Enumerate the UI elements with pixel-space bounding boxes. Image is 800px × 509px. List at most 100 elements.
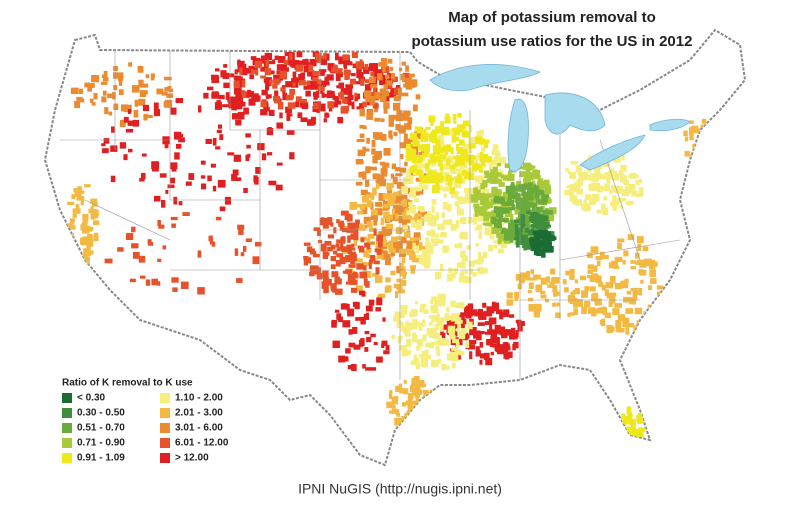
county-patch — [433, 300, 442, 307]
county-patch — [87, 234, 93, 242]
county-patch — [399, 248, 407, 254]
county-patch — [399, 314, 405, 319]
county-patch — [151, 278, 159, 286]
county-patch — [382, 230, 391, 236]
county-patch — [426, 259, 431, 263]
county-patch — [255, 167, 261, 174]
county-patch — [612, 202, 616, 209]
county-patch — [340, 236, 346, 242]
county-patch — [387, 58, 393, 64]
county-patch — [364, 270, 372, 279]
county-patch — [163, 101, 168, 107]
county-patch — [404, 161, 408, 167]
county-patch — [482, 222, 488, 226]
county-patch — [614, 188, 623, 194]
county-patch — [522, 200, 529, 208]
county-patch — [456, 154, 463, 163]
county-patch — [432, 363, 437, 368]
county-patch — [700, 163, 705, 168]
county-patch — [139, 90, 148, 95]
county-patch — [592, 175, 599, 182]
county-patch — [453, 191, 460, 195]
county-patch — [360, 189, 368, 196]
county-patch — [691, 125, 699, 131]
county-patch — [492, 344, 497, 348]
county-patch — [535, 198, 540, 203]
county-patch — [518, 198, 524, 205]
county-patch — [528, 165, 536, 169]
county-patch — [480, 353, 487, 359]
county-patch — [348, 342, 356, 348]
county-patch — [402, 388, 409, 395]
county-patch — [405, 147, 413, 154]
county-patch — [602, 203, 606, 208]
county-patch — [407, 207, 411, 211]
county-patch — [490, 351, 494, 356]
county-patch — [461, 169, 467, 176]
county-patch — [484, 170, 490, 179]
county-patch — [365, 148, 370, 152]
county-patch — [316, 79, 322, 85]
county-patch — [454, 201, 460, 207]
county-patch — [514, 224, 518, 230]
county-patch — [403, 138, 411, 145]
county-patch — [573, 298, 579, 307]
county-patch — [252, 256, 260, 265]
county-patch — [332, 287, 337, 293]
county-patch — [409, 311, 414, 318]
county-patch — [635, 193, 644, 198]
county-patch — [377, 73, 383, 81]
county-patch — [303, 258, 309, 266]
county-patch — [486, 306, 495, 314]
county-patch — [432, 239, 439, 247]
county-patch — [380, 118, 385, 123]
county-patch — [705, 123, 714, 129]
county-patch — [586, 194, 592, 200]
county-patch — [429, 315, 435, 319]
county-patch — [510, 228, 517, 235]
county-patch — [450, 318, 455, 322]
county-patch — [423, 390, 428, 397]
county-patch — [502, 230, 509, 234]
county-patch — [443, 145, 452, 153]
county-patch — [252, 66, 258, 73]
county-patch — [405, 325, 413, 330]
county-patch — [362, 125, 367, 130]
county-patch — [365, 166, 371, 174]
county-patch — [388, 119, 395, 127]
county-patch — [176, 134, 184, 138]
county-patch — [414, 158, 423, 163]
county-patch — [110, 145, 118, 152]
county-patch — [411, 153, 416, 161]
county-patch — [613, 155, 621, 163]
county-patch — [699, 143, 705, 151]
county-patch — [524, 220, 530, 227]
county-patch — [534, 234, 542, 239]
county-patch — [282, 92, 288, 101]
county-patch — [507, 171, 512, 179]
county-patch — [397, 289, 406, 294]
county-patch — [365, 367, 371, 371]
county-patch — [544, 184, 551, 189]
county-patch — [625, 308, 634, 314]
county-patch — [367, 109, 374, 115]
county-patch — [706, 157, 713, 162]
county-patch — [425, 168, 431, 173]
county-patch — [384, 286, 390, 293]
county-patch — [234, 87, 241, 95]
county-patch — [395, 385, 399, 393]
county-patch — [595, 256, 603, 261]
county-patch — [162, 245, 167, 250]
county-patch — [575, 165, 581, 173]
county-patch — [481, 162, 486, 167]
county-patch — [477, 322, 485, 326]
county-patch — [128, 62, 133, 67]
county-patch — [636, 259, 645, 264]
county-patch — [218, 94, 225, 100]
county-patch — [699, 143, 707, 149]
county-patch — [526, 210, 530, 215]
county-patch — [367, 201, 373, 205]
county-patch — [90, 198, 98, 204]
county-patch — [684, 150, 690, 157]
county-patch — [429, 171, 437, 178]
